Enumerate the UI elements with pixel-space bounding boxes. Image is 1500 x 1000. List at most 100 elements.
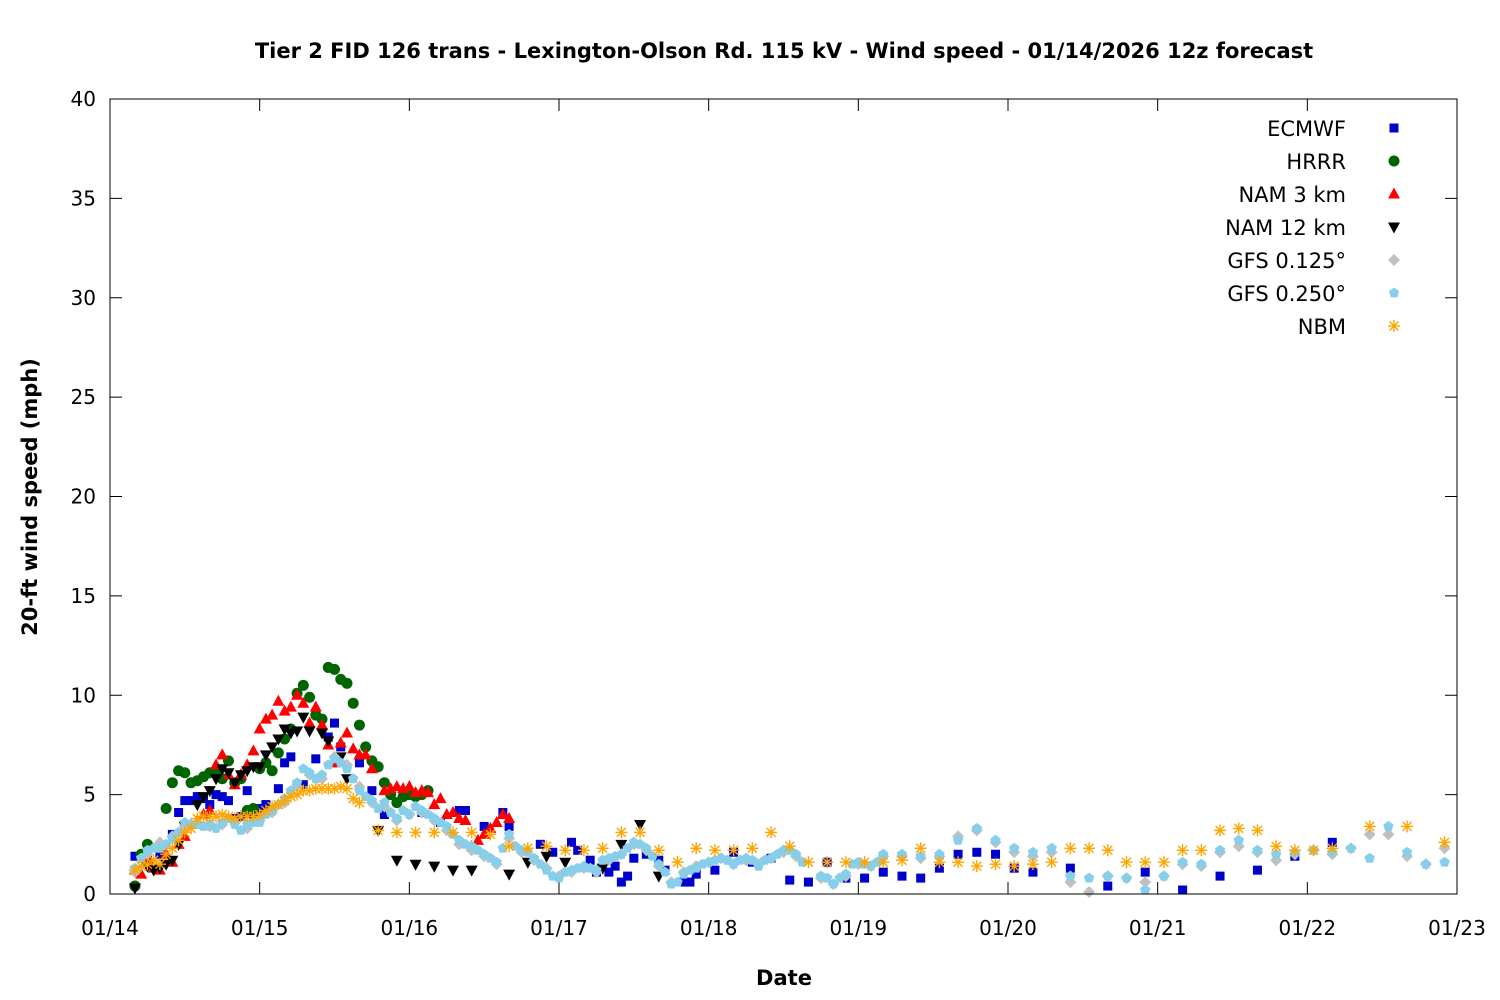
asterisk-stroke bbox=[691, 843, 702, 854]
y-tick-label: 35 bbox=[71, 186, 96, 210]
asterisk-stroke bbox=[1102, 845, 1113, 856]
asterisk-stroke bbox=[335, 781, 346, 792]
asterisk-stroke bbox=[1402, 821, 1413, 832]
data-point-nbm bbox=[671, 856, 684, 869]
data-point-nam-3-km bbox=[135, 867, 148, 879]
legend-marker-hrrr bbox=[1388, 155, 1400, 167]
asterisk-stroke bbox=[373, 825, 384, 836]
data-point-gfs-0-250 bbox=[1214, 844, 1226, 855]
data-point-nbm bbox=[989, 858, 1002, 871]
legend-marker-nbm bbox=[1388, 320, 1400, 332]
data-point-nbm bbox=[1363, 820, 1376, 833]
data-point-nam-3-km bbox=[316, 718, 329, 730]
data-point-nam-12-km bbox=[316, 728, 329, 740]
data-point-gfs-0-250 bbox=[316, 769, 328, 780]
asterisk-stroke bbox=[229, 813, 240, 824]
data-point-nbm bbox=[291, 788, 304, 801]
data-point-nam-3-km bbox=[484, 821, 497, 833]
data-point-ecmwf bbox=[130, 851, 140, 861]
data-point-nbm bbox=[253, 808, 266, 821]
data-point-gfs-0-250 bbox=[1158, 870, 1170, 881]
data-point-hrrr bbox=[160, 803, 172, 815]
data-point-ecmwf bbox=[897, 871, 907, 881]
data-point-nbm bbox=[1139, 856, 1152, 869]
x-tick-label: 01/18 bbox=[680, 916, 738, 940]
asterisk-stroke bbox=[292, 789, 303, 800]
data-point-nbm bbox=[347, 792, 360, 805]
data-point-nam-12-km bbox=[559, 857, 572, 869]
asterisk-stroke bbox=[167, 843, 178, 854]
legend-label-gfs-0-250: GFS 0.250° bbox=[1227, 282, 1346, 306]
asterisk-stroke bbox=[1233, 823, 1244, 834]
asterisk-stroke bbox=[1158, 857, 1169, 868]
asterisk-stroke bbox=[1121, 857, 1132, 868]
data-point-nam-3-km bbox=[478, 827, 491, 839]
asterisk-stroke bbox=[1140, 857, 1151, 868]
asterisk-stroke bbox=[616, 827, 627, 838]
data-point-nam-3-km bbox=[471, 833, 484, 845]
data-point-hrrr bbox=[272, 747, 284, 759]
data-point-gfs-0-250 bbox=[1121, 872, 1132, 883]
asterisk-stroke bbox=[1177, 845, 1188, 856]
data-point-nbm bbox=[1157, 856, 1170, 869]
data-point-nbm bbox=[1083, 842, 1096, 855]
data-point-ecmwf bbox=[379, 810, 389, 819]
asterisk-stroke bbox=[329, 783, 340, 794]
data-point-nbm bbox=[372, 824, 385, 837]
asterisk-stroke bbox=[217, 809, 228, 820]
asterisk-stroke bbox=[129, 865, 140, 876]
series-gfs-0-250 bbox=[129, 753, 1450, 895]
legend-label-nbm: NBM bbox=[1298, 315, 1346, 339]
data-point-nbm bbox=[135, 860, 148, 873]
data-point-gfs-0-250 bbox=[1009, 842, 1020, 853]
data-point-gfs-0-250 bbox=[1177, 856, 1188, 867]
data-point-gfs-0-250 bbox=[1140, 884, 1151, 895]
data-point-nam-12-km bbox=[615, 839, 628, 851]
asterisk-stroke bbox=[934, 857, 945, 868]
data-point-nam-12-km bbox=[210, 774, 223, 786]
asterisk-stroke bbox=[273, 799, 284, 810]
data-point-nbm bbox=[877, 856, 890, 869]
asterisk-stroke bbox=[504, 841, 515, 852]
data-point-gfs-0-250 bbox=[491, 856, 502, 867]
data-point-nbm bbox=[615, 826, 628, 839]
asterisk-stroke bbox=[1196, 845, 1207, 856]
asterisk-stroke bbox=[466, 827, 477, 838]
data-point-ecmwf bbox=[710, 865, 720, 875]
y-tick-label: 25 bbox=[71, 385, 96, 409]
data-point-ecmwf bbox=[1103, 881, 1113, 891]
data-point-hrrr bbox=[341, 677, 353, 689]
data-point-gfs-0-250 bbox=[934, 848, 945, 859]
data-point-nam-12-km bbox=[465, 865, 478, 877]
data-point-ecmwf bbox=[155, 849, 165, 859]
asterisk-stroke bbox=[1364, 821, 1375, 832]
data-point-nam-12-km bbox=[259, 750, 272, 762]
asterisk-stroke bbox=[391, 827, 402, 838]
data-point-nbm bbox=[428, 826, 441, 839]
data-point-ecmwf bbox=[479, 821, 489, 831]
data-point-nam-3-km bbox=[284, 700, 297, 712]
data-point-nbm bbox=[839, 856, 852, 869]
data-point-ecmwf bbox=[180, 796, 190, 806]
asterisk-stroke bbox=[840, 857, 851, 868]
data-point-ecmwf bbox=[174, 808, 184, 818]
data-point-nbm bbox=[914, 842, 927, 855]
asterisk-stroke bbox=[541, 841, 552, 852]
asterisk-stroke bbox=[803, 857, 814, 868]
asterisk-stroke bbox=[1084, 843, 1095, 854]
asterisk-stroke bbox=[822, 857, 833, 868]
x-tick-label: 01/19 bbox=[830, 916, 888, 940]
data-point-nam-3-km bbox=[247, 744, 260, 756]
data-point-nbm bbox=[247, 810, 260, 823]
data-point-nbm bbox=[727, 844, 740, 857]
data-point-ecmwf bbox=[953, 849, 963, 859]
asterisk-stroke bbox=[223, 811, 234, 822]
data-point-ecmwf bbox=[280, 758, 290, 768]
data-point-nbm bbox=[178, 826, 191, 839]
legend-label-nam-3-km: NAM 3 km bbox=[1238, 183, 1346, 207]
data-point-ecmwf bbox=[916, 873, 926, 883]
data-point-gfs-0-250 bbox=[379, 797, 390, 807]
data-point-gfs-0-125 bbox=[1382, 828, 1395, 841]
asterisk-stroke bbox=[154, 859, 165, 870]
data-point-nam-3-km bbox=[340, 726, 353, 738]
